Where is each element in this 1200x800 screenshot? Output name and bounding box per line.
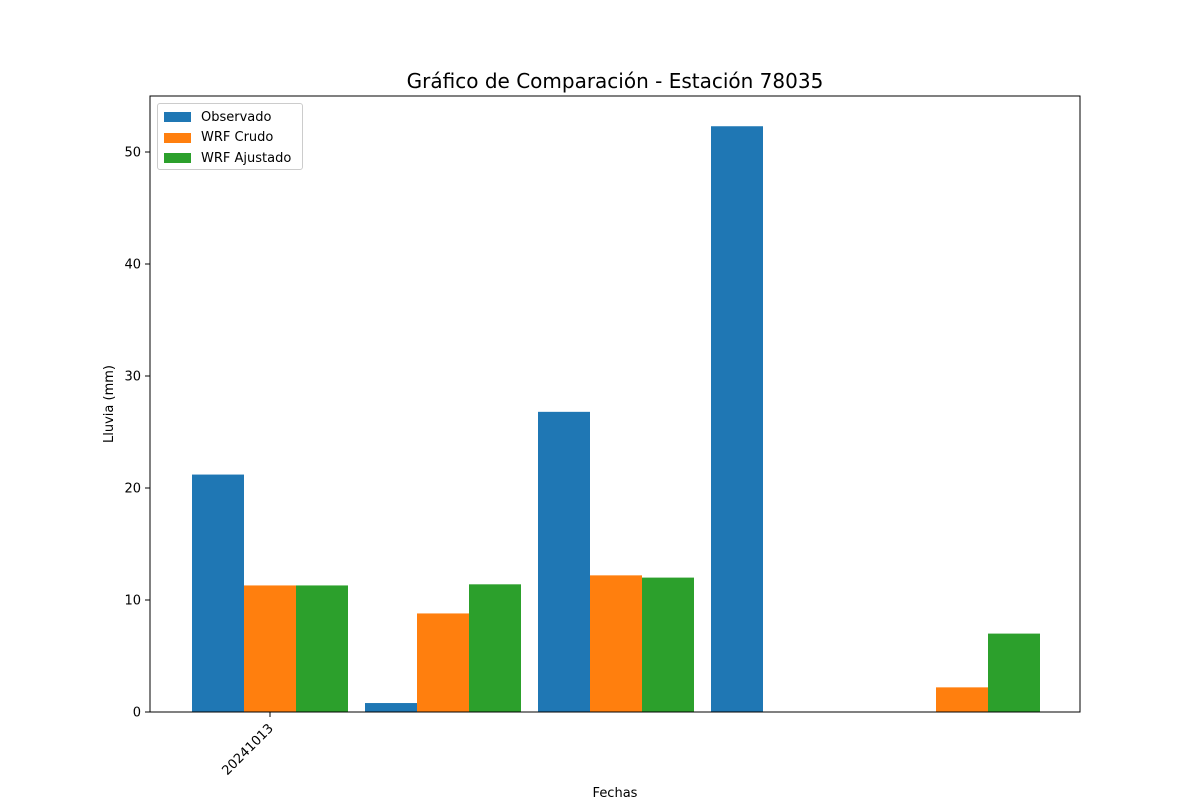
legend-item-observado: Observado xyxy=(164,107,302,128)
x-tick-label: 20241013 xyxy=(219,721,276,778)
y-axis: 0 10 20 30 40 50 xyxy=(124,146,150,721)
x-axis-label: Fechas xyxy=(593,786,638,800)
y-axis-label: Lluvia (mm) xyxy=(102,365,117,443)
y-tick-label: 30 xyxy=(124,370,141,385)
y-tick-label: 10 xyxy=(124,594,141,609)
legend-label: Observado xyxy=(201,109,272,125)
legend-label: WRF Crudo xyxy=(201,130,274,146)
bar-wrf-ajustado-2 xyxy=(642,577,694,712)
legend-swatch xyxy=(164,132,191,143)
plot-frame xyxy=(149,95,1081,713)
legend-swatch xyxy=(164,153,191,164)
bar-wrf-crudo-4 xyxy=(936,687,988,712)
bar-wrf-ajustado-0 xyxy=(296,585,348,712)
legend-item-wrf-crudo: WRF Crudo xyxy=(164,128,302,149)
y-tick-label: 20 xyxy=(124,482,141,497)
bar-wrf-ajustado-4 xyxy=(988,633,1040,712)
x-axis: 20241013 xyxy=(219,712,277,779)
bar-wrf-crudo-1 xyxy=(417,613,469,712)
bar-observado-0 xyxy=(192,474,244,712)
chart-title: Gráfico de Comparación - Estación 78035 xyxy=(407,69,824,93)
legend-label: WRF Ajustado xyxy=(201,150,292,166)
bars-group xyxy=(192,126,1040,713)
bar-wrf-crudo-2 xyxy=(590,575,642,712)
y-tick-label: 40 xyxy=(124,258,141,273)
legend-item-wrf-ajustado: WRF Ajustado xyxy=(164,148,302,169)
bar-wrf-ajustado-1 xyxy=(469,584,521,712)
legend-swatch xyxy=(164,112,191,123)
y-tick-label: 0 xyxy=(133,706,141,721)
y-tick-label: 50 xyxy=(124,146,141,161)
bar-observado-3 xyxy=(711,126,763,713)
legend: Observado WRF Crudo WRF Ajustado xyxy=(157,103,303,170)
bar-observado-2 xyxy=(538,411,590,712)
bar-observado-1 xyxy=(365,703,417,712)
bar-wrf-crudo-0 xyxy=(244,585,296,712)
